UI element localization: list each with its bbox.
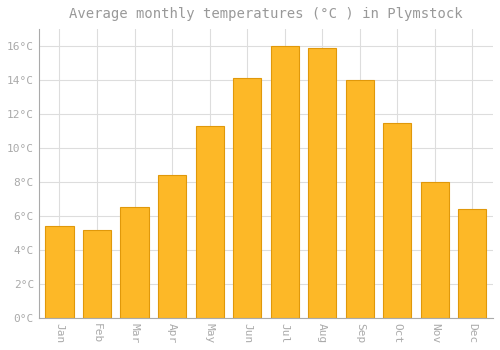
Bar <box>196 126 224 318</box>
Bar <box>270 46 299 318</box>
Bar <box>158 175 186 318</box>
Title: Average monthly temperatures (°C ) in Plymstock: Average monthly temperatures (°C ) in Pl… <box>69 7 462 21</box>
Bar <box>83 230 111 318</box>
Bar <box>421 182 449 318</box>
Bar <box>46 226 74 318</box>
Bar <box>458 209 486 318</box>
Bar <box>120 208 148 318</box>
Bar <box>233 78 261 318</box>
Bar <box>383 122 412 318</box>
Bar <box>346 80 374 318</box>
Bar <box>308 48 336 318</box>
